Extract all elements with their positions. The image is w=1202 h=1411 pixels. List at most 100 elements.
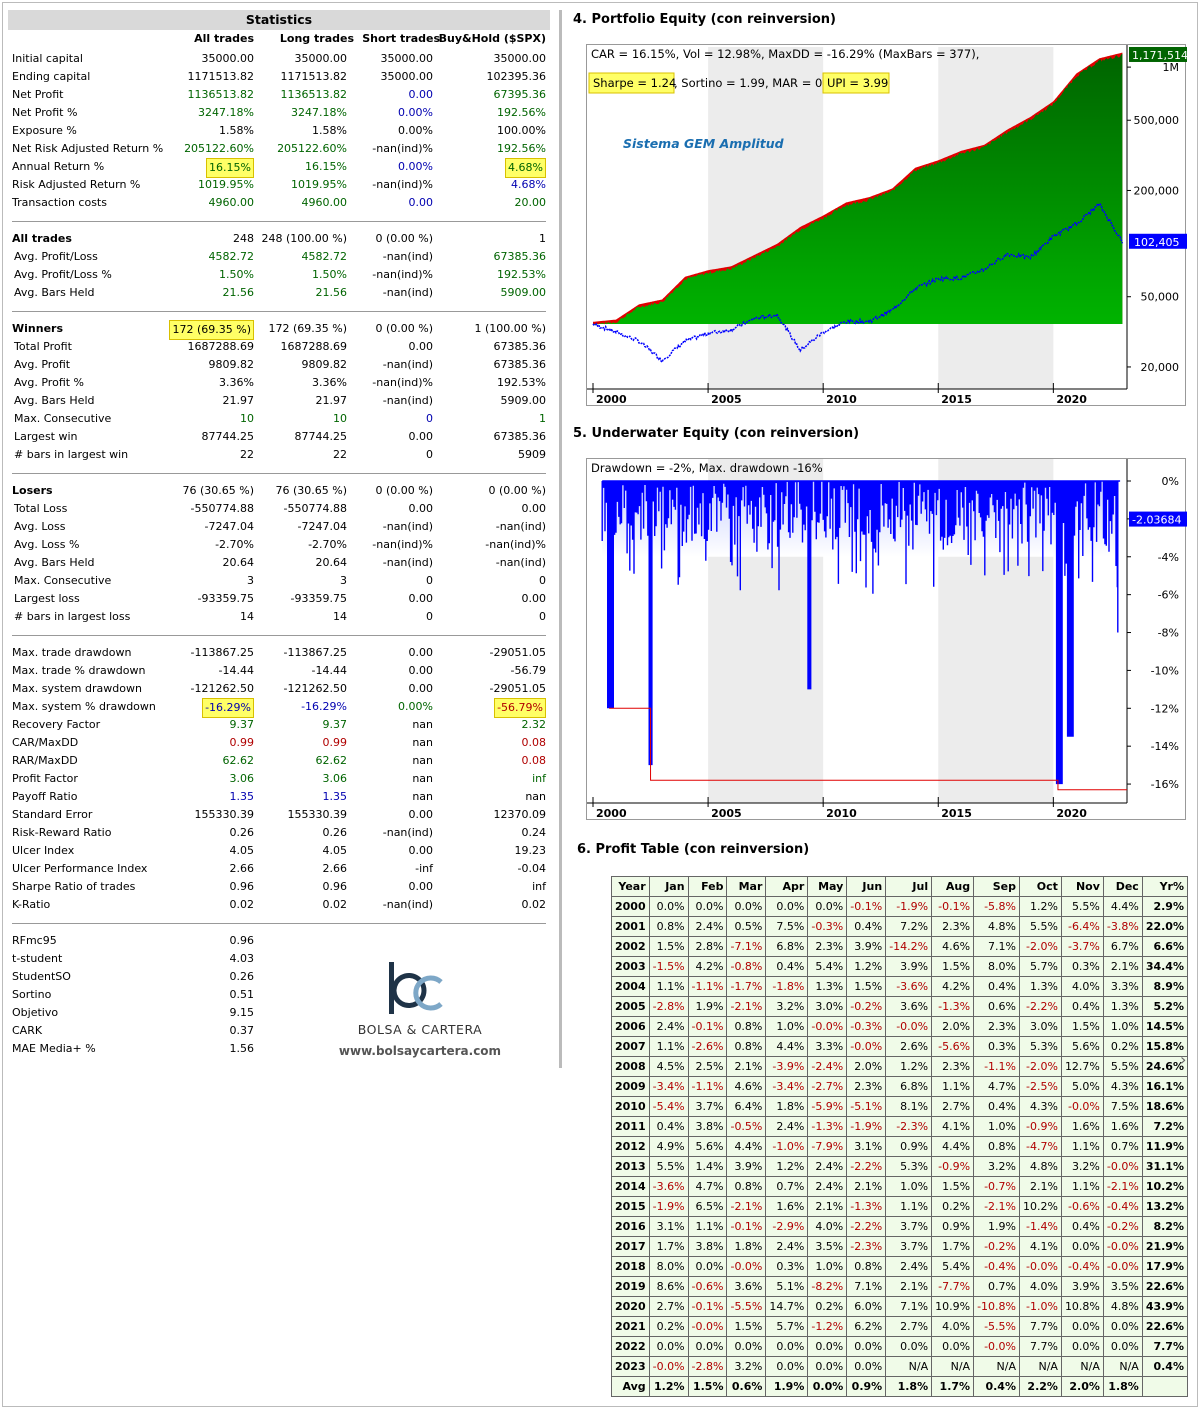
table-cell: 2.4% xyxy=(807,1156,848,1177)
stat-value: -16.29% xyxy=(202,698,254,718)
stat-value: 3247.18% xyxy=(291,106,347,119)
table-cell: 2.7% xyxy=(648,1296,689,1317)
table-cell: 3.7% xyxy=(885,1236,933,1257)
table-cell: -2.0% xyxy=(1018,1056,1062,1077)
stat-value: 0.00 xyxy=(408,430,434,443)
table-cell: -0.2% xyxy=(846,996,887,1017)
stat-value: -56.79% xyxy=(494,698,546,718)
table-cell: 1.6% xyxy=(765,1196,809,1217)
stat-value: -56.79 xyxy=(510,664,546,677)
profit-table: Year Jan Feb Mar Apr May Jun Jul Aug Sep Oct Nov Dec… xyxy=(611,876,1188,1397)
stat-label: Standard Error xyxy=(12,808,93,821)
stat-label: Max. Consecutive xyxy=(14,412,112,425)
table-cell: -7.7% xyxy=(931,1276,975,1297)
table-cell: 3.9% xyxy=(846,936,887,957)
table-cell: 4.6% xyxy=(726,1076,767,1097)
bc-logo-icon xyxy=(389,962,443,1014)
stat-value: 67395.36 xyxy=(493,88,547,101)
stat-row: RFmc95 0.96 xyxy=(8,932,550,950)
table-cell: -0.0% xyxy=(885,1016,933,1037)
table-cell: 5.7% xyxy=(1018,956,1062,977)
table-cell: 5.3% xyxy=(885,1156,933,1177)
y-tick-label: 500,000 xyxy=(1134,114,1180,127)
table-cell: -0.1% xyxy=(846,896,887,917)
table-cell: -1.0% xyxy=(765,1136,809,1157)
stat-value: 35000.00 xyxy=(294,52,348,65)
table-cell: 2.3% xyxy=(973,1016,1020,1037)
stat-row: Largest loss -93359.75 -93359.75 0.00 0.00 xyxy=(8,590,550,608)
stat-value: 4.03 xyxy=(229,952,255,965)
stat-value: 0.00% xyxy=(398,160,433,173)
table-cell: 2005 xyxy=(611,996,650,1017)
stat-row: # bars in largest loss 14 14 0 0 xyxy=(8,608,550,626)
table-cell: N/A xyxy=(931,1356,975,1377)
stat-value: -nan(ind) xyxy=(495,520,546,533)
table-cell: 21.9% xyxy=(1141,1236,1188,1257)
table-cell: -2.8% xyxy=(687,1356,728,1377)
stat-label: Losers xyxy=(12,484,53,497)
stat-value: 0 (0.00 %) xyxy=(375,322,433,335)
stat-row: Risk-Reward Ratio 0.26 0.26 -nan(ind) 0.24 xyxy=(8,824,550,842)
table-cell: 16.1% xyxy=(1141,1076,1188,1097)
table-cell: 2013 xyxy=(611,1156,650,1177)
table-cell: -3.6% xyxy=(885,976,933,997)
x-tick-label: 2000 xyxy=(596,807,627,820)
table-cell: N/A xyxy=(1060,1356,1104,1377)
stat-row: Initial capital 35000.00 35000.00 35000.00 3… xyxy=(8,50,550,68)
table-cell: -2.3% xyxy=(846,1236,887,1257)
stat-value: -29051.05 xyxy=(489,682,546,695)
table-cell: 3.3% xyxy=(807,1036,848,1057)
table-cell: 0.0% xyxy=(687,896,728,917)
stat-value: -nan(ind)% xyxy=(372,178,433,191)
equity-chart: 1M 500,000 200,000 50,000 20,000 2000 2005 2010… xyxy=(586,44,1189,406)
table-cell: -3.4% xyxy=(765,1076,809,1097)
table-row: 2014 -3.6% 4.7% 0.8% 0.7% 2.4% 2.1% 1.0% 1.5% -0.… xyxy=(611,1176,1188,1197)
table-cell: Avg xyxy=(611,1376,650,1397)
table-cell: 0.6% xyxy=(973,996,1020,1017)
stat-row: Sharpe Ratio of trades 0.96 0.96 0.00 inf xyxy=(8,878,550,896)
table-cell: 2.3% xyxy=(931,1056,975,1077)
table-cell: 5.5% xyxy=(1060,896,1104,917)
table-cell: 2004 xyxy=(611,976,650,997)
table-cell: 0.8% xyxy=(846,1256,887,1277)
table-cell: 2.0% xyxy=(846,1056,887,1077)
stat-value: 155330.39 xyxy=(287,808,348,821)
scroll-right-icon[interactable]: › xyxy=(1180,1050,1187,1069)
stat-value: 3.36% xyxy=(312,376,347,389)
table-cell: 2022 xyxy=(611,1336,650,1357)
stat-row: Transaction costs 4960.00 4960.00 0.00 20.00 xyxy=(8,194,550,212)
table-cell: -5.8% xyxy=(973,896,1020,917)
table-cell: 2015 xyxy=(611,1196,650,1217)
stat-label: Largest win xyxy=(14,430,78,443)
table-cell: -10.8% xyxy=(973,1296,1020,1317)
table-row: 2012 4.9% 5.6% 4.4% -1.0% -7.9% 3.1% 0.9% 4.4% 0.… xyxy=(611,1136,1188,1157)
stat-value: inf xyxy=(532,880,546,893)
stat-value: 9.37 xyxy=(229,718,255,731)
stat-value: -550774.88 xyxy=(190,502,254,515)
table-cell: -2.5% xyxy=(1018,1076,1062,1097)
y-tick-label: 1M xyxy=(1163,61,1180,74)
table-cell: 0.4% xyxy=(973,1096,1020,1117)
last-drawdown-box xyxy=(1129,511,1189,527)
stat-value: 4.05 xyxy=(229,844,255,857)
table-cell: 0.0% xyxy=(1060,1316,1104,1337)
table-cell: 4.0% xyxy=(931,1316,975,1337)
table-cell: N/A xyxy=(973,1356,1020,1377)
stat-value: 22 xyxy=(240,448,254,461)
sharpe-highlight xyxy=(588,72,675,94)
stat-value: 67385.36 xyxy=(493,430,547,443)
table-cell: 1.1% xyxy=(687,1216,728,1237)
stat-label: MAE Media+ % xyxy=(12,1042,96,1055)
stat-value: 172 (69.35 %) xyxy=(268,322,347,335)
stat-value: 0 (0.00 %) xyxy=(488,484,546,497)
table-cell: 2.4% xyxy=(648,1016,689,1037)
stat-value: 1 xyxy=(539,412,546,425)
col-header-all-trades: All trades xyxy=(194,32,254,45)
x-tick-label: 2015 xyxy=(941,807,972,820)
stat-row: Max. system % drawdown -16.29% -16.29% 0.00… xyxy=(8,698,550,718)
table-row: 2002 1.5% 2.8% -7.1% 6.8% 2.3% 3.9% -14.2% 4.6% 7… xyxy=(611,936,1188,957)
stat-value: -inf xyxy=(415,862,433,875)
bolsa-cartera-logo: BOLSA & CARTERA www.bolsaycartera.com xyxy=(330,960,510,1065)
table-cell: 1.5% xyxy=(931,1176,975,1197)
table-cell: 4.1% xyxy=(931,1116,975,1137)
